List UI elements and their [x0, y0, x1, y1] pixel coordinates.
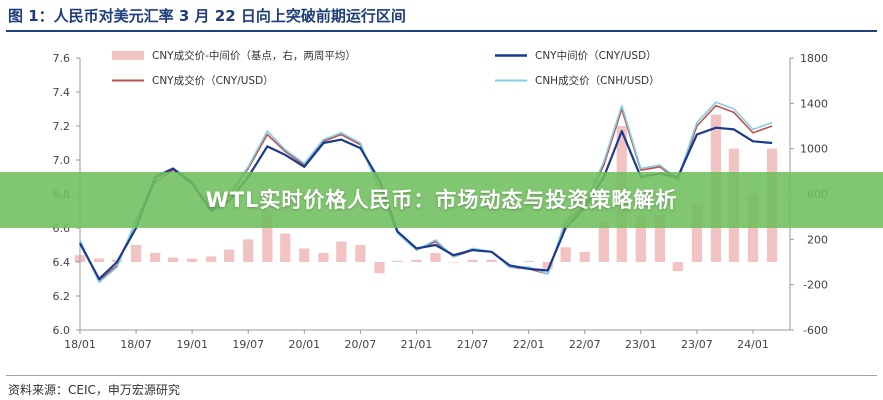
spread-bar — [318, 252, 329, 262]
source-rule — [6, 375, 877, 376]
right-tick-label: 1800 — [800, 52, 828, 65]
x-tick-label: 19/07 — [232, 338, 264, 351]
x-tick-label: 24/01 — [737, 338, 769, 351]
banner-text: WTL实时价格人民币：市场动态与投资策略解析 — [205, 188, 678, 212]
spread-bar — [336, 241, 347, 262]
legend-label: CNH成交价（CNH/USD） — [535, 74, 660, 87]
spread-bar — [355, 245, 366, 262]
overlay-banner: WTL实时价格人民币：市场动态与投资策略解析 — [0, 172, 883, 228]
left-tick-label: 7.2 — [53, 120, 71, 133]
right-tick-label: 200 — [807, 233, 828, 246]
left-tick-label: 7.0 — [53, 154, 71, 167]
spread-bar — [392, 260, 403, 262]
spread-bar — [654, 214, 666, 262]
spread-bar — [224, 249, 235, 262]
spread-bar — [430, 252, 441, 262]
left-tick-label: 6.0 — [53, 324, 71, 337]
right-tick-label: 1400 — [800, 97, 828, 110]
spread-bar — [579, 251, 590, 262]
x-tick-label: 18/01 — [64, 338, 96, 351]
legend-label: CNY成交价（CNY/USD） — [152, 74, 274, 87]
spread-bar — [598, 222, 609, 262]
left-tick-label: 7.4 — [53, 86, 71, 99]
figure-title: 图 1：人民币对美元汇率 3 月 22 日向上突破前期运行区间 — [8, 7, 406, 25]
left-tick-label: 6.4 — [53, 256, 71, 269]
spread-bar — [672, 262, 683, 272]
spread-bar — [150, 252, 161, 262]
spread-bar — [187, 258, 198, 262]
spread-bar — [504, 262, 515, 263]
spread-bar — [93, 258, 105, 262]
spread-bar — [448, 262, 459, 263]
spread-bar — [747, 194, 759, 262]
spread-bar — [206, 256, 217, 262]
x-tick-label: 22/07 — [569, 338, 601, 351]
spread-bar — [299, 248, 310, 262]
spread-bar — [411, 259, 422, 262]
spread-bar — [262, 211, 273, 262]
spread-bar — [486, 259, 497, 262]
spread-bar — [167, 257, 179, 262]
right-tick-label: -200 — [803, 279, 828, 292]
right-tick-label: 1000 — [800, 143, 828, 156]
source-note: 资料来源：CEIC，申万宏源研究 — [8, 383, 180, 397]
left-tick-label: 6.2 — [53, 290, 71, 303]
spread-bar — [691, 205, 703, 262]
x-tick-label: 20/01 — [288, 338, 320, 351]
x-tick-label: 23/07 — [681, 338, 713, 351]
spread-bar — [130, 245, 142, 262]
x-tick-label: 23/01 — [625, 338, 657, 351]
x-tick-label: 21/01 — [401, 338, 433, 351]
spread-bar — [374, 262, 385, 274]
spread-bar — [280, 233, 291, 262]
spread-bar — [542, 262, 553, 269]
title-rule — [6, 30, 877, 32]
x-tick-label: 18/07 — [120, 338, 152, 351]
x-tick-label: 22/01 — [513, 338, 545, 351]
legend-swatch-bar — [112, 51, 144, 60]
chart-legend: CNY成交价-中间价（基点，右，两周平均） CNY中间价（CNY/USD） CNY成… — [112, 49, 660, 87]
spread-bar — [243, 239, 254, 262]
legend-label: CNY成交价-中间价（基点，右，两周平均） — [152, 49, 356, 62]
legend-label: CNY中间价（CNY/USD） — [535, 49, 657, 62]
spread-bar — [467, 259, 478, 262]
spread-bar — [560, 247, 571, 262]
spread-bar — [523, 260, 534, 262]
x-tick-label: 20/07 — [345, 338, 377, 351]
left-tick-label: 7.6 — [53, 52, 71, 65]
right-tick-label: -600 — [803, 324, 828, 337]
x-tick-label: 19/01 — [176, 338, 208, 351]
spread-bar — [635, 216, 646, 262]
x-tick-label: 21/07 — [457, 338, 489, 351]
